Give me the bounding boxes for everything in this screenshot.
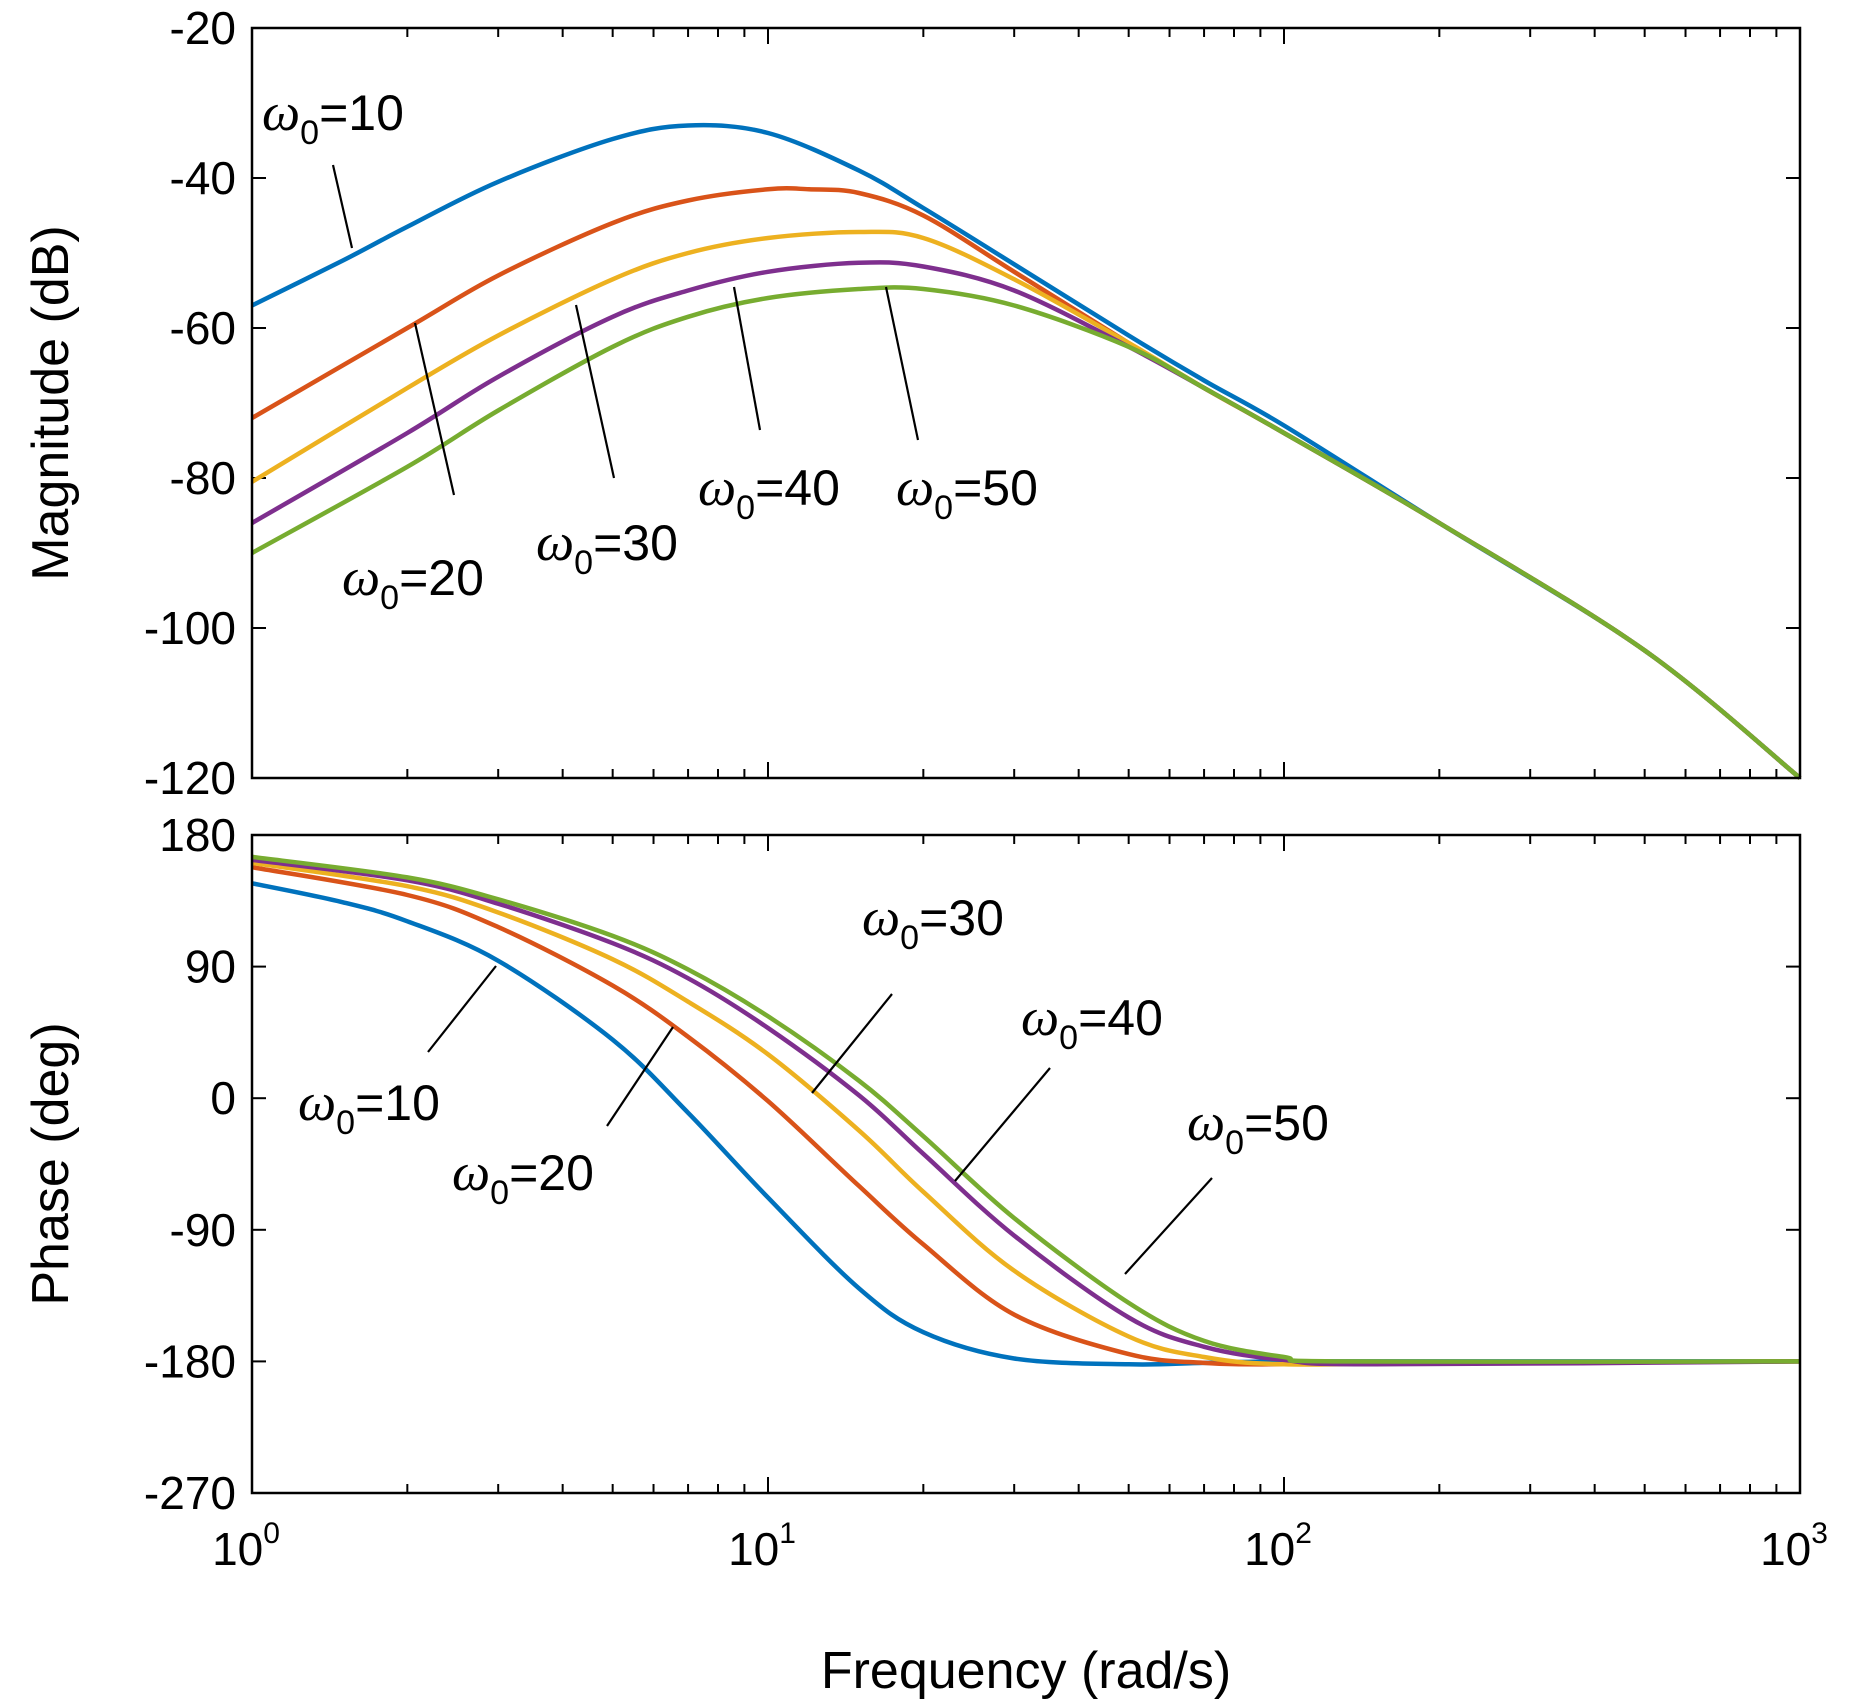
magnitude-y-tick-label: -100 xyxy=(144,602,236,654)
magnitude-annotation-pointer xyxy=(574,304,616,479)
phase-y-tick-label: -90 xyxy=(170,1204,236,1256)
phase-series-line-omega-030 xyxy=(251,860,1801,1367)
x-tick-label: 101 xyxy=(728,1517,796,1575)
phase-y-tick-label: 180 xyxy=(159,809,236,861)
phase-y-tick-label: -270 xyxy=(144,1467,236,1519)
magnitude-axes-box xyxy=(250,26,1802,780)
phase-panel: 180 90 0 -90 -180 -270 Phase (deg) ω0=10ω0=20… xyxy=(22,809,1802,1519)
phase-annotation-label: ω0=50 xyxy=(1187,1092,1329,1162)
phase-annotation-pointer xyxy=(606,1026,674,1127)
magnitude-y-axis-title: Magnitude (dB) xyxy=(22,225,80,581)
magnitude-panel: -20 -40 -60 -80 -100 -120 Magnitude (dB) ω0=1… xyxy=(22,2,1802,804)
phase-y-axis-title: Phase (deg) xyxy=(22,1022,80,1305)
magnitude-series-line-omega-040 xyxy=(250,260,1802,780)
phase-series-line-omega-010 xyxy=(251,881,1800,1367)
magnitude-y-tick-label: -20 xyxy=(170,2,236,54)
magnitude-annotation-pointer xyxy=(331,164,354,249)
x-axis-title: Frequency (rad/s) xyxy=(821,1642,1231,1700)
magnitude-y-tick-labels: -20 -40 -60 -80 -100 -120 xyxy=(144,2,236,804)
magnitude-series-line-omega-050 xyxy=(250,285,1802,780)
phase-y-tick-label: 0 xyxy=(210,1072,236,1124)
phase-annotation-label: ω0=20 xyxy=(452,1142,594,1212)
phase-annotation-pointer xyxy=(954,1067,1051,1182)
phase-y-tick-label: -180 xyxy=(144,1335,236,1387)
magnitude-y-tick-label: -60 xyxy=(170,302,236,354)
x-tick-label: 103 xyxy=(1760,1517,1828,1575)
phase-series-line-omega-050 xyxy=(251,854,1801,1364)
x-tick-label: 102 xyxy=(1244,1517,1312,1575)
magnitude-annotation-label: ω0=40 xyxy=(698,457,840,527)
phase-annotation-pointer xyxy=(811,993,893,1094)
phase-y-tick-labels: 180 90 0 -90 -180 -270 xyxy=(144,809,236,1519)
magnitude-annotation-label: ω0=30 xyxy=(536,512,678,582)
x-tick-label: 100 xyxy=(212,1517,280,1575)
magnitude-series-line-omega-010 xyxy=(250,122,1802,780)
magnitude-series xyxy=(250,122,1802,780)
magnitude-y-tick-label: -40 xyxy=(170,152,236,204)
x-tick-labels: 100 101 102 103 xyxy=(212,1517,1828,1575)
phase-axes-box xyxy=(250,833,1802,1495)
phase-annotation-pointer xyxy=(427,965,497,1053)
magnitude-annotations: ω0=10 ω0=20 ω0=30 ω0=40 ω0=50 xyxy=(262,82,1038,617)
magnitude-annotation-pointer xyxy=(884,286,920,441)
magnitude-annotation-label: ω0=10 xyxy=(262,82,404,152)
phase-series-line-omega-040 xyxy=(251,857,1801,1367)
phase-annotation-label: ω0=10 xyxy=(298,1072,440,1142)
phase-series-line-omega-020 xyxy=(251,864,1801,1367)
magnitude-annotation-label: ω0=20 xyxy=(342,547,484,617)
magnitude-annotation-pointer xyxy=(732,286,762,431)
magnitude-annotation-label: ω0=50 xyxy=(896,457,1038,527)
phase-annotation-pointer xyxy=(1124,1177,1213,1275)
phase-series xyxy=(251,854,1801,1367)
phase-annotation-label: ω0=40 xyxy=(1021,987,1163,1057)
phase-annotation-label: ω0=30 xyxy=(862,887,1004,957)
magnitude-annotation-pointer xyxy=(413,322,456,496)
magnitude-y-tick-label: -120 xyxy=(144,752,236,804)
magnitude-y-tick-label: -80 xyxy=(170,452,236,504)
phase-y-tick-label: 90 xyxy=(185,941,236,993)
magnitude-ticks xyxy=(252,27,1800,779)
